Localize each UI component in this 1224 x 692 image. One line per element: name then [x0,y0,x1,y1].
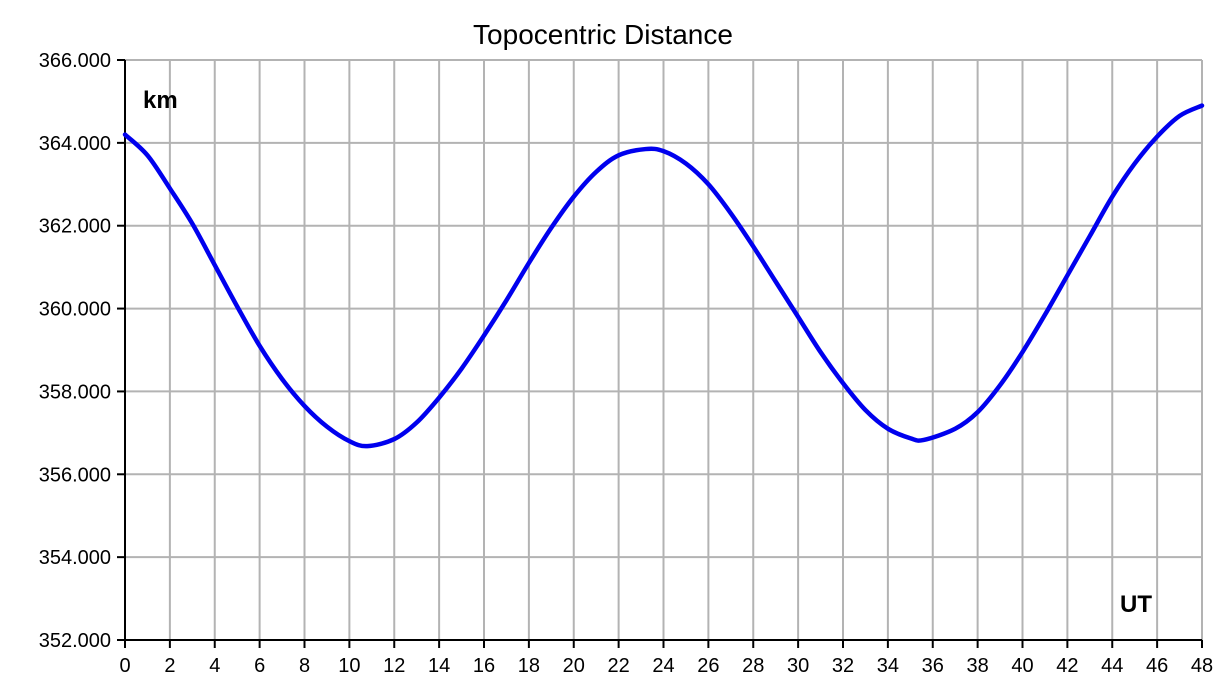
y-tick-label: 362.000 [39,216,111,238]
x-tick-label: 30 [787,655,809,677]
x-tick-label: 48 [1191,655,1213,677]
x-tick-label: 12 [383,655,405,677]
series-group [122,103,1205,449]
x-tick-label: 2 [164,655,175,677]
x-tick-label: 6 [254,655,265,677]
y-tick-label: 352.000 [39,630,111,652]
y-tick-label: 358.000 [39,381,111,403]
x-tick-label: 36 [922,655,944,677]
x-tick-label: 18 [518,655,540,677]
x-tick-label: 44 [1101,655,1123,677]
x-axis-unit-label: UT [1120,591,1152,618]
y-tick-labels: 352.000 354.000 356.000 358.000 360.000 362.0… [39,50,111,652]
x-tick-label: 10 [338,655,360,677]
x-tick-label: 26 [697,655,719,677]
x-tick-label: 46 [1146,655,1168,677]
x-tick-label: 20 [563,655,585,677]
x-tick-label: 32 [832,655,854,677]
x-tick-label: 8 [299,655,310,677]
x-tick-label: 40 [1011,655,1033,677]
x-tick-label: 28 [742,655,764,677]
distance-series-line [122,103,1205,449]
grid [125,59,1203,640]
x-tick-label: 42 [1056,655,1078,677]
x-tick-label: 22 [608,655,630,677]
chart-title: Topocentric Distance [473,19,733,50]
y-tick-label: 364.000 [39,133,111,155]
x-tick-label: 0 [119,655,130,677]
x-tick-label: 4 [209,655,220,677]
axes [117,59,1203,648]
y-tick-label: 356.000 [39,464,111,486]
y-axis-unit-label: km [143,87,178,114]
x-tick-label: 24 [652,655,674,677]
y-tick-label: 354.000 [39,547,111,569]
x-tick-label: 38 [967,655,989,677]
y-tick-label: 360.000 [39,299,111,321]
y-tick-label: 366.000 [39,50,111,72]
x-tick-label: 34 [877,655,899,677]
x-tick-label: 16 [473,655,495,677]
x-tick-labels: 0 2 4 6 8 10 12 14 16 18 20 22 24 26 28 30 32 34 36 38 40 42 4… [119,655,1213,677]
x-tick-label: 14 [428,655,450,677]
